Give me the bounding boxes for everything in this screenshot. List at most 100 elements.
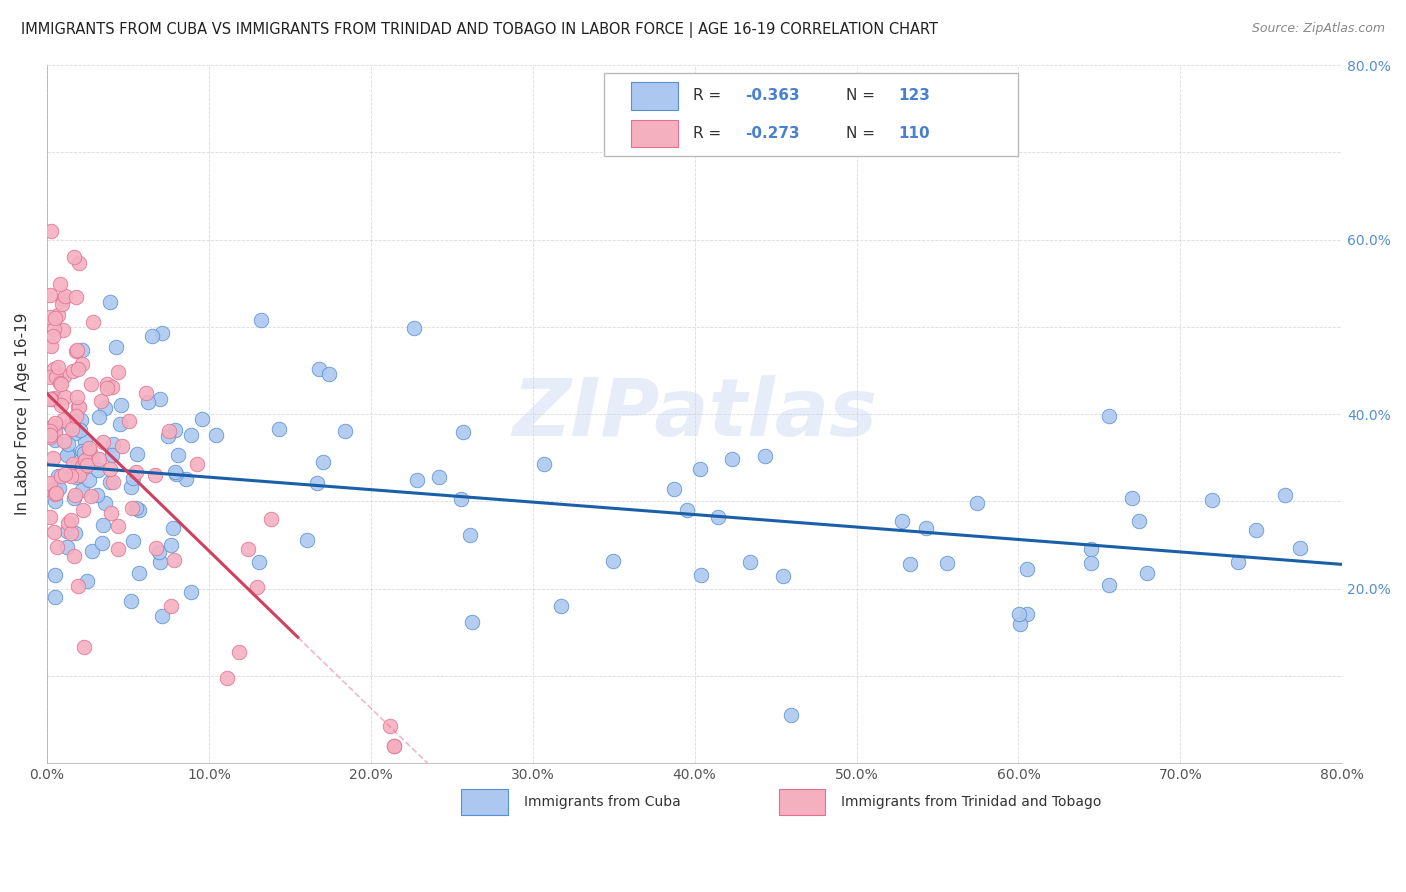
Point (404, 321, 426, 335)
Point (98, 295, 121, 310)
Bar (461, 789, 508, 815)
Point (91, 536, 114, 550)
Point (427, 470, 450, 484)
Point (58, 418, 80, 433)
Point (66, 579, 89, 593)
Text: IMMIGRANTS FROM CUBA VS IMMIGRANTS FROM TRINIDAD AND TOBAGO IN LABOR FORCE | AGE: IMMIGRANTS FROM CUBA VS IMMIGRANTS FROM … (21, 22, 938, 38)
Point (125, 465, 148, 479)
Point (72, 446, 94, 460)
Point (62, 549, 84, 563)
Text: N =: N = (846, 126, 880, 141)
Point (70, 462, 93, 476)
Text: R =: R = (693, 88, 727, 103)
Point (1098, 578, 1121, 592)
Point (135, 385, 157, 400)
Point (46, 360, 69, 375)
Point (190, 412, 212, 426)
Point (1201, 493, 1223, 508)
Point (100, 448, 122, 462)
Point (96, 382, 118, 396)
Point (1017, 562, 1039, 576)
Point (101, 379, 124, 393)
Point (162, 521, 184, 535)
Bar (631, 82, 678, 110)
Point (56, 524, 79, 538)
Point (44, 433, 66, 447)
Point (754, 450, 776, 464)
Text: 110: 110 (898, 126, 929, 141)
Point (150, 609, 173, 624)
Point (52, 293, 75, 307)
Point (149, 392, 172, 406)
Point (44, 322, 66, 336)
Point (156, 428, 179, 442)
Point (100, 507, 122, 521)
Point (550, 599, 572, 614)
Point (125, 447, 148, 461)
Point (59, 525, 82, 540)
Point (63, 526, 86, 541)
Point (63, 250, 86, 264)
Point (76, 574, 98, 588)
Point (689, 567, 711, 582)
Point (935, 556, 957, 570)
Point (51, 469, 73, 483)
Point (44, 567, 66, 582)
Point (52, 434, 75, 448)
Point (260, 512, 283, 526)
Point (107, 365, 129, 379)
Text: Immigrants from Trinidad and Tobago: Immigrants from Trinidad and Tobago (841, 795, 1101, 809)
Point (247, 555, 270, 569)
Point (70, 444, 93, 458)
Text: R =: R = (693, 126, 727, 141)
Point (56, 540, 79, 554)
Point (165, 466, 187, 480)
Point (44, 590, 66, 604)
Point (90, 394, 112, 409)
Point (44, 392, 66, 406)
Point (602, 554, 624, 568)
Point (1288, 541, 1310, 556)
Point (39, 427, 62, 442)
Point (65, 344, 87, 359)
Point (165, 467, 187, 482)
Point (215, 671, 238, 685)
Point (1121, 491, 1143, 506)
Point (49, 277, 72, 292)
Point (55, 289, 77, 303)
Point (720, 452, 742, 467)
Point (1008, 607, 1031, 621)
Point (1098, 409, 1121, 423)
Point (66, 458, 89, 472)
Point (101, 437, 124, 451)
Point (107, 541, 129, 556)
Point (56, 436, 79, 450)
Point (39, 370, 62, 384)
Point (94, 401, 117, 415)
Point (39, 392, 62, 406)
FancyBboxPatch shape (605, 73, 1018, 156)
Point (689, 461, 711, 475)
Point (128, 566, 150, 580)
Point (39, 288, 62, 302)
Point (67, 256, 90, 270)
Point (63, 488, 86, 502)
Point (49, 376, 72, 391)
Text: ZIPatlas: ZIPatlas (512, 375, 877, 453)
Point (1244, 523, 1267, 537)
Point (45, 369, 67, 384)
Point (73, 640, 96, 654)
Point (382, 739, 405, 753)
Point (174, 472, 197, 486)
Point (69, 413, 91, 427)
Point (44, 310, 66, 325)
Point (780, 708, 803, 723)
Point (150, 326, 173, 340)
Point (107, 518, 129, 533)
Point (295, 533, 318, 547)
Point (110, 398, 132, 412)
Point (89, 410, 111, 425)
Point (70, 460, 93, 475)
Point (461, 615, 484, 629)
Point (228, 645, 250, 659)
